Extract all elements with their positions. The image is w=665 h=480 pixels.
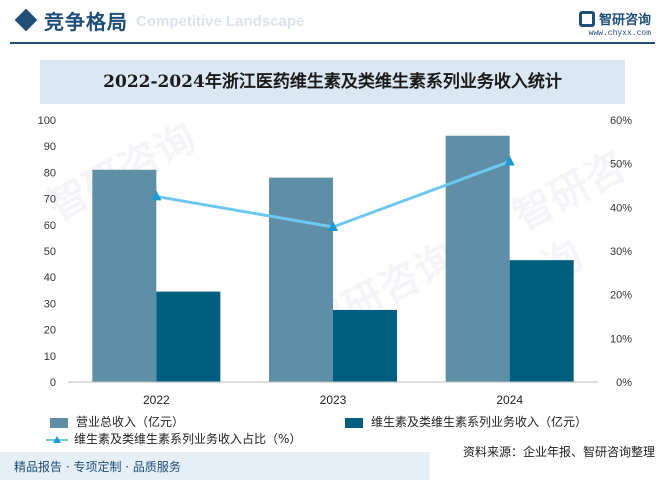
legend-swatch-vitamin bbox=[345, 417, 363, 428]
legend-label-total: 营业总收入（亿元） bbox=[76, 415, 185, 429]
source-note: 资料来源：企业年报、智研咨询整理 bbox=[462, 445, 655, 459]
bar-total-revenue bbox=[445, 135, 510, 382]
bar-vitamin-revenue bbox=[333, 309, 397, 382]
header-divider bbox=[10, 42, 655, 44]
y-right-tick-label: 30% bbox=[610, 246, 632, 258]
line-share-point bbox=[151, 190, 162, 201]
brand: 智研咨询 www.chyxx.com bbox=[578, 8, 651, 38]
y-right-tick-label: 20% bbox=[610, 290, 632, 302]
brand-logo-icon bbox=[578, 10, 595, 27]
section-watermark: Competitive Landscape bbox=[136, 13, 305, 30]
y-left-tick-label: 20 bbox=[44, 325, 56, 337]
y-left-tick-label: 50 bbox=[44, 246, 56, 258]
y-left-tick-label: 40 bbox=[44, 272, 56, 284]
y-left-tick-label: 0 bbox=[50, 377, 56, 389]
legend-item-share: 维生素及类维生素系列业务收入占比（%） bbox=[46, 430, 301, 447]
footer-tagline: 精品报告 · 专项定制 · 品质服务 bbox=[14, 460, 181, 474]
footer-bar bbox=[0, 452, 430, 480]
legend-label-vitamin: 维生素及类维生素系列业务收入（亿元） bbox=[371, 415, 588, 429]
chart-area: 0 10 20 30 40 50 60 70 80 90 100 0% 10% 20% 30% 40% 50% 6… bbox=[38, 115, 633, 407]
line-share-point bbox=[504, 155, 515, 166]
y-left-tick-label: 100 bbox=[38, 115, 56, 127]
y-left-tick-label: 60 bbox=[44, 220, 56, 232]
legend-swatch-total bbox=[50, 417, 68, 428]
bar-total-revenue bbox=[92, 169, 157, 382]
bar-vitamin-revenue bbox=[156, 291, 221, 382]
chart-title: 2022-2024年浙江医药维生素及类维生素系列业务收入统计 bbox=[103, 72, 562, 92]
x-tick-label: 2024 bbox=[496, 393, 523, 407]
line-share-point bbox=[328, 220, 338, 231]
y-left-tick-label: 70 bbox=[44, 194, 56, 206]
chart-title-box: 2022-2024年浙江医药维生素及类维生素系列业务收入统计 bbox=[40, 60, 625, 104]
y-left-tick-label: 10 bbox=[44, 351, 56, 363]
footer: 精品报告 · 专项定制 · 品质服务 bbox=[0, 452, 665, 480]
legend-item-total: 营业总收入（亿元） bbox=[50, 413, 184, 430]
diamond-icon bbox=[14, 8, 38, 32]
y-right-tick-label: 0% bbox=[616, 377, 632, 389]
y-left-tick-label: 80 bbox=[44, 167, 56, 179]
y-right-tick-label: 60% bbox=[610, 115, 632, 127]
y-right-tick-label: 50% bbox=[610, 159, 632, 171]
brand-name: 智研咨询 bbox=[598, 13, 651, 28]
section-title: 竞争格局 bbox=[44, 10, 128, 34]
y-right-tick-label: 10% bbox=[610, 333, 632, 345]
legend-label-share: 维生素及类维生素系列业务收入占比（%） bbox=[74, 432, 302, 446]
legend-item-vitamin: 维生素及类维生素系列业务收入（亿元） bbox=[345, 413, 587, 430]
y-left-tick-label: 30 bbox=[44, 298, 56, 310]
y-left-tick-label: 90 bbox=[44, 141, 56, 153]
header: 竞争格局 Competitive Landscape 智研咨询 www.chyx… bbox=[0, 0, 665, 44]
x-tick-label: 2023 bbox=[320, 393, 347, 407]
y-right-tick-label: 40% bbox=[610, 202, 632, 214]
legend-line-marker-icon bbox=[46, 435, 68, 445]
brand-url: www.chyxx.com bbox=[588, 29, 651, 38]
bar-total-revenue bbox=[269, 177, 333, 382]
bar-vitamin-revenue bbox=[509, 260, 574, 382]
x-tick-label: 2022 bbox=[143, 393, 170, 407]
